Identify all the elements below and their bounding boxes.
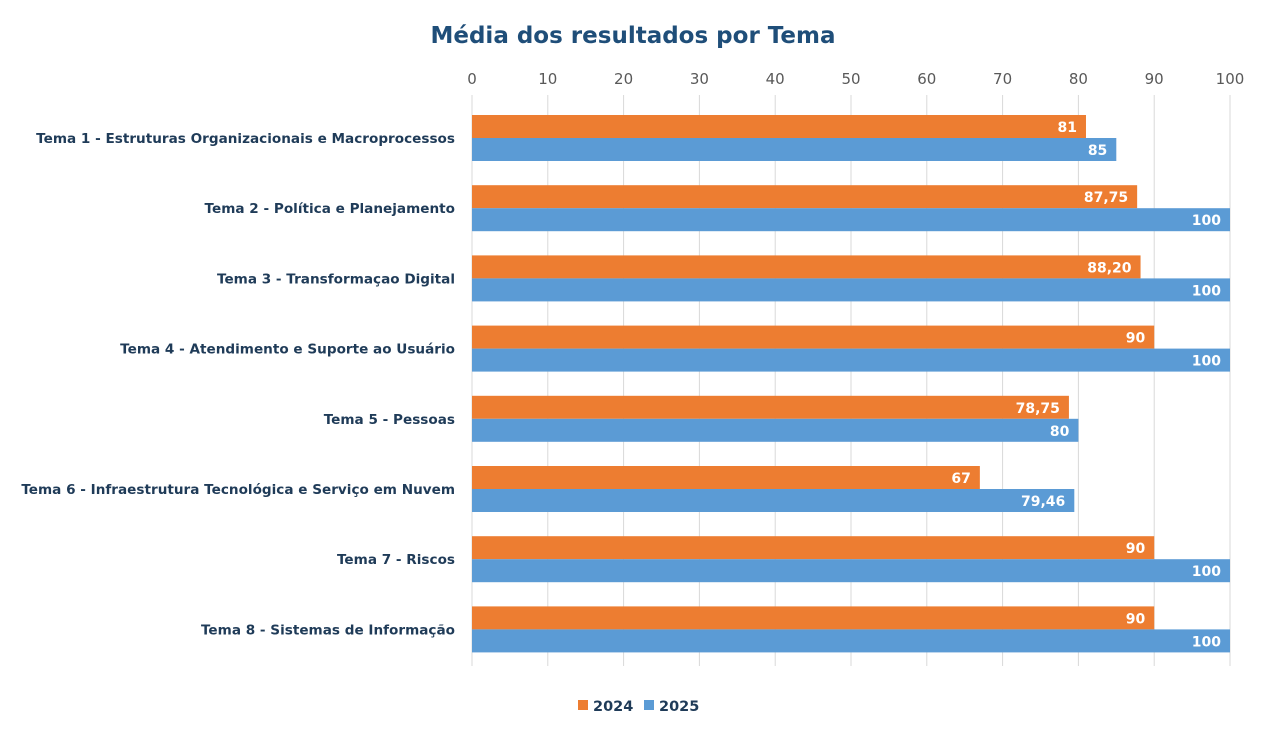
x-tick-label: 100: [1216, 70, 1245, 88]
data-label-2024: 90: [1126, 331, 1146, 347]
data-label-2024: 87,75: [1084, 190, 1128, 206]
data-label-2024: 78,75: [1016, 401, 1060, 417]
bar-2024: [472, 185, 1138, 209]
legend-swatch-2024: [578, 700, 588, 710]
bar-2025: [472, 489, 1075, 512]
category-label: Tema 1 - Estruturas Organizacionais e Ma…: [36, 131, 455, 147]
data-label-2024: 90: [1126, 611, 1146, 627]
data-label-2024: 67: [951, 471, 970, 487]
category-label: Tema 4 - Atendimento e Suporte ao Usuári…: [120, 342, 455, 358]
bar-2025: [472, 559, 1230, 583]
x-tick-label: 60: [917, 70, 936, 88]
legend: 2024 2025: [578, 699, 699, 715]
bar-2024: [472, 395, 1069, 419]
data-label-2025: 100: [1192, 283, 1221, 299]
x-axis-ticks: 0 10 20 30 40 50 60 70 80 90 100: [467, 70, 1244, 88]
bar-2024: [472, 536, 1155, 560]
bar-2024: [472, 115, 1086, 138]
x-tick-label: 90: [1145, 70, 1164, 88]
category-label: Tema 5 - Pessoas: [324, 412, 455, 428]
data-label-2024: 88,20: [1087, 260, 1132, 276]
bar-2024: [472, 466, 980, 489]
data-label-2025: 100: [1192, 354, 1221, 370]
data-label-2025: 80: [1050, 424, 1070, 440]
data-label-2025: 85: [1088, 143, 1107, 159]
data-labels: 81 85 87,75 100 88,20 100 90 100 78,75 80 67 79,46 9…: [951, 120, 1221, 650]
category-label: Tema 2 - Política e Planejamento: [205, 201, 455, 217]
bar-2025: [472, 629, 1230, 653]
legend-label-2025: 2025: [659, 699, 699, 715]
x-tick-label: 0: [467, 70, 477, 88]
category-labels: Tema 1 - Estruturas Organizacionais e Ma…: [21, 131, 455, 638]
data-label-2025: 79,46: [1021, 494, 1065, 510]
data-label-2024: 90: [1126, 541, 1146, 557]
bar-2025: [472, 348, 1230, 372]
bar-2024: [472, 606, 1155, 630]
category-label: Tema 7 - Riscos: [337, 552, 455, 568]
data-label-2024: 81: [1057, 120, 1076, 136]
x-tick-label: 20: [614, 70, 633, 88]
bar-2024: [472, 255, 1141, 279]
data-label-2025: 100: [1192, 634, 1221, 650]
x-tick-label: 70: [993, 70, 1012, 88]
chart-title: Média dos resultados por Tema: [430, 23, 835, 49]
x-tick-label: 80: [1069, 70, 1088, 88]
bars: [472, 115, 1230, 653]
category-label: Tema 6 - Infraestrutura Tecnológica e Se…: [21, 482, 455, 498]
category-label: Tema 8 - Sistemas de Informação: [201, 622, 455, 638]
bar-2025: [472, 138, 1117, 161]
data-label-2025: 100: [1192, 564, 1221, 580]
legend-label-2024: 2024: [593, 699, 633, 715]
x-tick-label: 10: [538, 70, 557, 88]
category-label: Tema 3 - Transformaçao Digital: [217, 271, 455, 287]
data-label-2025: 100: [1192, 213, 1221, 229]
bar-2025: [472, 278, 1230, 302]
x-tick-label: 40: [766, 70, 785, 88]
bar-2024: [472, 325, 1155, 349]
legend-swatch-2025: [644, 700, 654, 710]
x-tick-label: 50: [841, 70, 860, 88]
bar-2025: [472, 208, 1230, 232]
bar-2025: [472, 418, 1079, 442]
x-tick-label: 30: [690, 70, 709, 88]
